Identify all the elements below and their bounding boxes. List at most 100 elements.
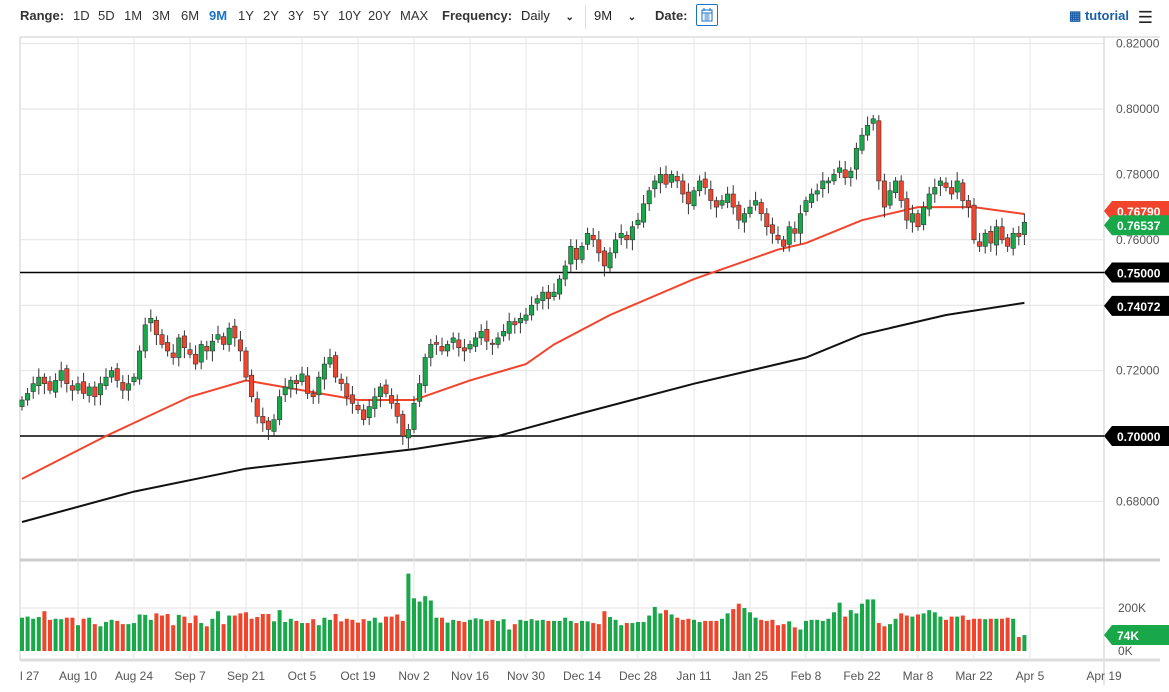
volume-bar <box>871 599 876 651</box>
range-3m[interactable]: 3M <box>152 8 171 23</box>
volume-bar <box>669 614 674 651</box>
volume-bar <box>126 624 131 651</box>
volume-bar <box>927 610 932 651</box>
candle <box>809 193 815 203</box>
candle <box>641 203 647 223</box>
volume-bar <box>53 618 58 651</box>
x-tick-label: Mar 8 <box>903 669 934 683</box>
volume-bar <box>395 614 400 651</box>
volume-bar <box>759 619 764 651</box>
candle <box>361 409 367 420</box>
candle <box>865 125 871 136</box>
candle <box>646 190 652 205</box>
volume-bar <box>552 620 556 651</box>
candle <box>349 394 355 404</box>
candle <box>288 380 294 390</box>
volume-bar <box>165 614 170 651</box>
candle <box>445 344 451 352</box>
candle <box>881 180 887 208</box>
candle <box>949 187 955 195</box>
range-6m[interactable]: 6M <box>181 8 200 23</box>
candle <box>691 190 697 207</box>
range-2y[interactable]: 2Y <box>263 8 279 23</box>
x-tick-label: l 27 <box>20 669 40 683</box>
candle <box>848 170 854 178</box>
volume-bar <box>87 617 92 651</box>
volume-bar <box>423 596 428 651</box>
range-3y[interactable]: 3Y <box>288 8 304 23</box>
candle <box>988 230 994 244</box>
volume-bar <box>944 619 948 651</box>
range-1d[interactable]: 1D <box>73 8 90 23</box>
volume-bar <box>596 624 601 651</box>
volume-bar <box>568 620 573 651</box>
candle <box>1010 232 1016 249</box>
period-select[interactable]: 9M ⌄ <box>594 8 636 23</box>
volume-bar <box>451 619 456 651</box>
volume-bar <box>921 613 926 651</box>
candle <box>657 174 663 184</box>
calendar-button[interactable] <box>696 4 718 26</box>
candle <box>19 399 25 407</box>
level-tag-bg <box>1104 426 1169 446</box>
candle <box>904 198 910 221</box>
volume-bar <box>76 625 80 651</box>
candle <box>523 314 529 321</box>
candle <box>64 368 70 384</box>
range-10y[interactable]: 10Y <box>338 8 362 23</box>
volume-bar <box>540 619 545 651</box>
range-5d[interactable]: 5D <box>98 8 115 23</box>
volume-bar <box>36 617 41 651</box>
range-1y[interactable]: 1Y <box>238 8 254 23</box>
candle <box>758 202 764 214</box>
range-1m[interactable]: 1M <box>124 8 143 23</box>
frequency-select[interactable]: Daily ⌄ <box>521 8 574 23</box>
candle <box>965 200 971 208</box>
candle <box>909 213 915 223</box>
volume-bar <box>92 624 97 651</box>
candle <box>277 396 283 420</box>
film-icon: ▦ <box>1069 8 1085 23</box>
candle <box>114 368 120 381</box>
volume-bar <box>496 620 500 651</box>
ma-50-line <box>21 206 1025 480</box>
candle <box>529 304 535 316</box>
x-tick-label: Apr 19 <box>1086 669 1122 683</box>
candle <box>954 180 960 193</box>
candle <box>685 191 691 205</box>
candle <box>293 380 299 384</box>
candle <box>993 226 999 246</box>
range-20y[interactable]: 20Y <box>368 8 392 23</box>
candle <box>943 182 949 188</box>
range-max[interactable]: MAX <box>400 8 429 23</box>
volume-bar <box>748 612 752 651</box>
candle <box>517 317 523 324</box>
volume-bar <box>305 623 310 651</box>
candle <box>53 380 59 393</box>
candle <box>433 342 439 345</box>
volume-bar <box>109 619 114 651</box>
x-tick-label: Oct 19 <box>340 669 376 683</box>
volume-bar <box>115 620 120 651</box>
range-5y[interactable]: 5Y <box>313 8 329 23</box>
volume-bar <box>837 602 842 651</box>
candle <box>137 350 143 380</box>
candle <box>260 416 266 424</box>
volume-bar <box>988 618 993 651</box>
volume-bar <box>1022 635 1027 651</box>
tutorial-link[interactable]: ▦ tutorial <box>1069 8 1129 24</box>
candle <box>181 335 187 349</box>
menu-icon[interactable]: ☰ <box>1137 8 1153 27</box>
candle <box>708 189 714 201</box>
volume-bar <box>199 623 204 651</box>
candle <box>92 386 98 398</box>
volume-bar <box>585 621 590 651</box>
volume-bar <box>708 620 713 651</box>
x-tick-label: Sep 7 <box>174 669 206 683</box>
candle <box>803 200 809 212</box>
candle <box>400 414 406 437</box>
volume-bar <box>938 616 943 651</box>
range-9m[interactable]: 9M <box>209 8 228 23</box>
volume-bar <box>641 621 646 651</box>
